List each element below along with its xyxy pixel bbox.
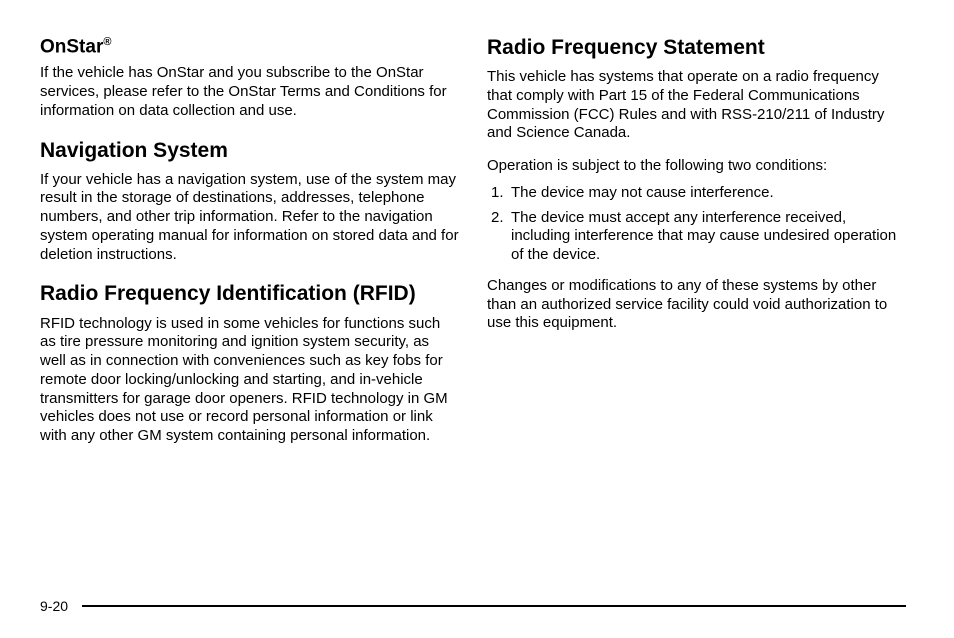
rfid-body: RFID technology is used in some vehicles… (40, 315, 459, 446)
rf-footnote: Changes or modifications to any of these… (487, 277, 906, 333)
rf-condition-item: The device must accept any interference … (511, 209, 906, 265)
rf-statement-intro: This vehicle has systems that operate on… (487, 68, 906, 143)
rf-statement-section: Radio Frequency Statement This vehicle h… (487, 36, 906, 333)
page-content: OnStar® If the vehicle has OnStar and yo… (0, 0, 954, 464)
navigation-heading: Navigation System (40, 139, 459, 163)
trademark-icon: ® (103, 36, 111, 48)
rf-conditions-lead: Operation is subject to the following tw… (487, 157, 906, 176)
onstar-heading-text: OnStar (40, 36, 103, 57)
left-column: OnStar® If the vehicle has OnStar and yo… (40, 36, 459, 464)
onstar-section: OnStar® If the vehicle has OnStar and yo… (40, 36, 459, 121)
onstar-heading: OnStar® (40, 36, 459, 58)
navigation-body: If your vehicle has a navigation system,… (40, 171, 459, 265)
onstar-body: If the vehicle has OnStar and you subscr… (40, 64, 459, 120)
page-number: 9-20 (40, 598, 68, 614)
rf-conditions-list: The device may not cause interference. T… (487, 184, 906, 265)
footer-rule (82, 605, 906, 607)
rfid-heading: Radio Frequency Identification (RFID) (40, 282, 459, 306)
right-column: Radio Frequency Statement This vehicle h… (487, 36, 906, 464)
rf-condition-item: The device may not cause interference. (511, 184, 906, 203)
rf-statement-heading: Radio Frequency Statement (487, 36, 906, 60)
navigation-section: Navigation System If your vehicle has a … (40, 139, 459, 265)
rfid-section: Radio Frequency Identification (RFID) RF… (40, 282, 459, 445)
page-footer: 9-20 (40, 598, 906, 614)
